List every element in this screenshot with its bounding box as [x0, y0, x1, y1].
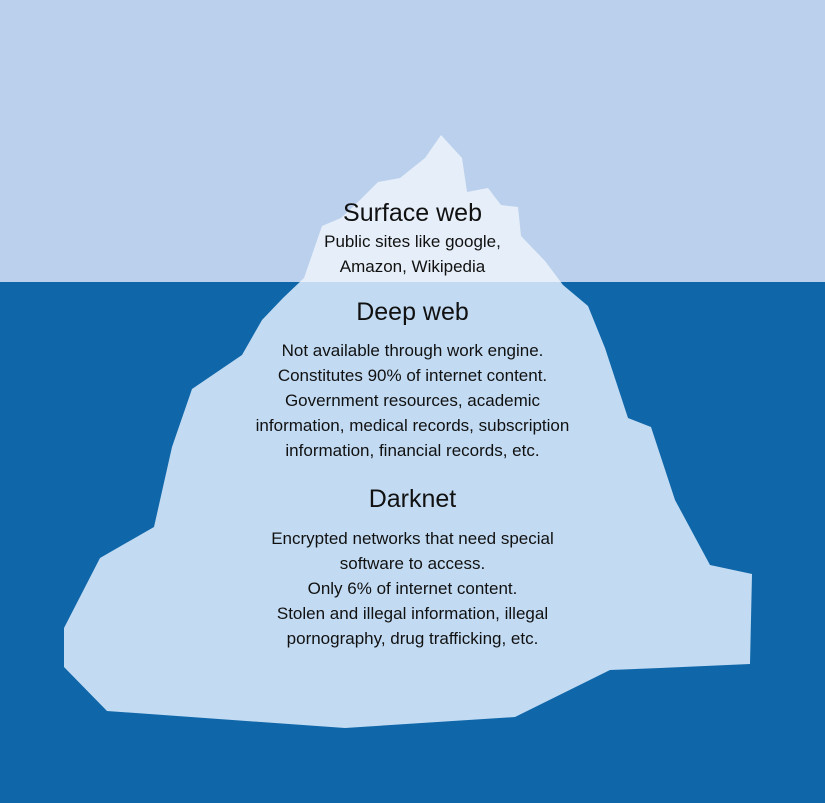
deep-web-line: Not available through work engine. — [281, 341, 544, 360]
darknet-line: pornography, drug trafficking, etc. — [286, 629, 539, 648]
darknet-title: Darknet — [368, 485, 457, 513]
deep-web-title: Deep web — [356, 298, 469, 326]
deep-web-line: Government resources, academic — [284, 391, 541, 410]
darknet-line: Stolen and illegal information, illegal — [276, 604, 549, 623]
deep-web-description: Not available through work engine. Const… — [0, 338, 825, 463]
iceberg-shape — [64, 135, 752, 728]
deep-web-line: information, financial records, etc. — [285, 441, 540, 460]
darknet-description: Encrypted networks that need special sof… — [0, 526, 825, 651]
surface-web-description: Public sites like google, Amazon, Wikipe… — [0, 229, 825, 279]
darknet-line: software to access. — [339, 554, 486, 573]
surface-web-line: Public sites like google, — [324, 232, 501, 251]
surface-web-title: Surface web — [343, 199, 482, 227]
deep-web-line: Constitutes 90% of internet content. — [277, 366, 548, 385]
darknet-line: Only 6% of internet content. — [307, 579, 518, 598]
darknet-line: Encrypted networks that need special — [271, 529, 554, 548]
surface-web-line: Amazon, Wikipedia — [339, 257, 486, 276]
deep-web-line: information, medical records, subscripti… — [255, 416, 570, 435]
